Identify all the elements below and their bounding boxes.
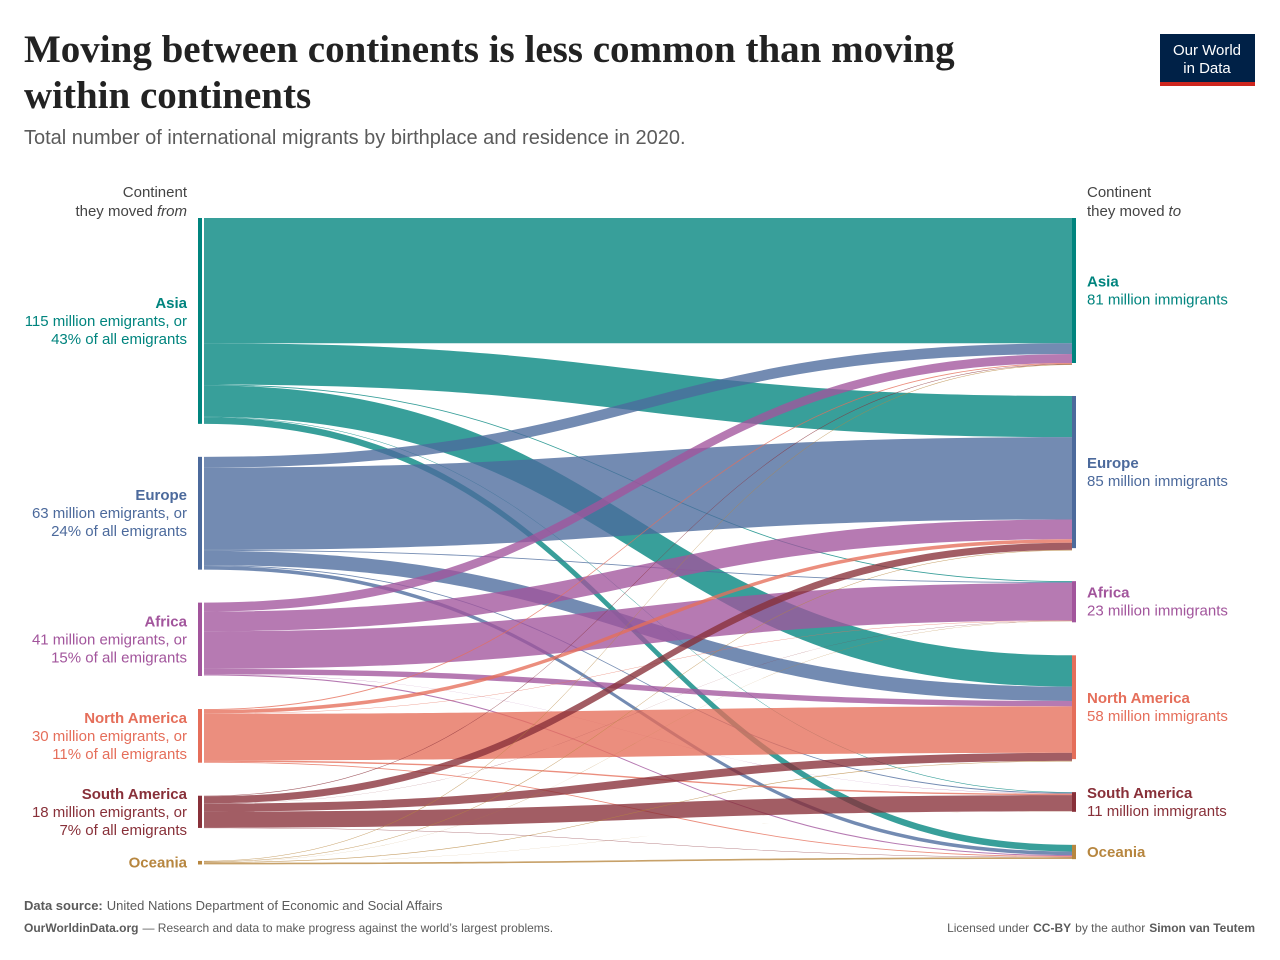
logo-bar	[1160, 82, 1255, 86]
node-label: 30 million emigrants, or	[32, 728, 187, 745]
node-label: 85 million immigrants	[1087, 473, 1228, 490]
flow	[204, 362, 1072, 710]
header-emphasis: from	[157, 203, 187, 220]
node-name: Asia	[1087, 273, 1119, 290]
flow	[204, 519, 1072, 632]
node-bar	[198, 602, 202, 677]
logo-text: Our World	[1173, 42, 1241, 59]
flow	[204, 760, 1072, 863]
node-bar	[198, 860, 202, 865]
node-bar	[198, 456, 202, 570]
flow	[204, 621, 1072, 863]
node-name: South America	[82, 786, 188, 803]
node-bar	[1072, 581, 1076, 623]
node-label: 81 million immigrants	[1087, 291, 1228, 308]
node-bar	[198, 795, 202, 828]
flow	[204, 437, 1072, 550]
node-bar	[198, 709, 202, 763]
node-label: 23 million immigrants	[1087, 603, 1228, 620]
node-label: 41 million emigrants, or	[32, 631, 187, 648]
site[interactable]: OurWorldinData.org	[24, 921, 138, 935]
node-name: Europe	[135, 487, 187, 504]
left-header: Continent	[123, 184, 188, 201]
node-label: 11% of all emigrants	[52, 746, 187, 763]
node-bar	[1072, 792, 1076, 812]
flow	[204, 857, 1072, 865]
chart-title: Moving between continents is less common…	[24, 28, 955, 71]
node-bar	[198, 218, 202, 424]
flow	[204, 542, 1072, 804]
flow	[204, 760, 1072, 796]
node-name: North America	[84, 710, 187, 727]
flow	[204, 218, 1072, 344]
flow	[204, 565, 1072, 794]
node-name: Asia	[155, 295, 187, 312]
flow	[204, 620, 1072, 804]
node-label: 24% of all emigrants	[51, 523, 187, 540]
flow	[204, 354, 1072, 612]
node-label: 63 million emigrants, or	[32, 505, 187, 522]
flow	[204, 539, 1072, 714]
node-name: Africa	[1087, 585, 1130, 602]
flow	[204, 795, 1072, 828]
author: Simon van Teutem	[1149, 921, 1255, 935]
flow	[204, 674, 1072, 857]
header-text: they moved	[75, 203, 153, 220]
license-text: by the author	[1075, 921, 1145, 935]
header-emphasis: to	[1169, 203, 1182, 220]
flow	[204, 752, 1072, 812]
flow	[204, 620, 1072, 714]
tagline: — Research and data to make progress aga…	[142, 921, 553, 935]
node-bar	[1072, 218, 1076, 363]
flow	[204, 364, 1072, 862]
node-bar	[1072, 655, 1076, 760]
flow	[204, 549, 1072, 863]
right-header: they moved to	[1087, 203, 1181, 220]
logo-text: in Data	[1183, 60, 1231, 77]
flow	[204, 811, 1072, 863]
node-label: 11 million immigrants	[1087, 803, 1227, 820]
left-header: they moved from	[75, 203, 187, 220]
flow	[204, 363, 1072, 797]
footer-right: Licensed under CC-BY by the author Simon va…	[947, 921, 1255, 935]
node-bar	[1072, 395, 1076, 549]
node-label: 43% of all emigrants	[51, 331, 187, 348]
flow	[204, 706, 1072, 761]
node-name: Oceania	[129, 855, 188, 872]
flow	[204, 668, 1072, 707]
license[interactable]: CC-BY	[1033, 921, 1071, 935]
node-name: North America	[1087, 690, 1190, 707]
source-note: Data source: United Nations Department of…	[24, 898, 443, 913]
node-name: Africa	[144, 613, 187, 630]
node-label: 15% of all emigrants	[51, 649, 187, 666]
node-label: 7% of all emigrants	[59, 822, 187, 839]
node-name: South America	[1087, 785, 1193, 802]
node-name: Europe	[1087, 455, 1139, 472]
node-label: 58 million immigrants	[1087, 708, 1228, 725]
node-label: 115 million emigrants, or	[25, 313, 187, 330]
flow	[204, 343, 1072, 438]
subtitle: Total number of international migrants b…	[24, 127, 686, 149]
node-name: Oceania	[1087, 844, 1146, 861]
flow	[204, 827, 1072, 858]
source-text: United Nations Department of Economic an…	[107, 898, 443, 913]
right-header: Continent	[1087, 184, 1152, 201]
logo-box[interactable]	[1160, 34, 1255, 84]
node-label: 18 million emigrants, or	[32, 804, 187, 821]
flow	[204, 343, 1072, 468]
node-bar	[1072, 844, 1076, 860]
license-text: Licensed under	[947, 921, 1029, 935]
source-label: Data source:	[24, 898, 103, 913]
flow	[204, 416, 1072, 793]
footer-left: OurWorldinData.org — Research and data to…	[24, 921, 553, 935]
header-text: they moved	[1087, 203, 1165, 220]
chart-title: within continents	[24, 74, 311, 117]
